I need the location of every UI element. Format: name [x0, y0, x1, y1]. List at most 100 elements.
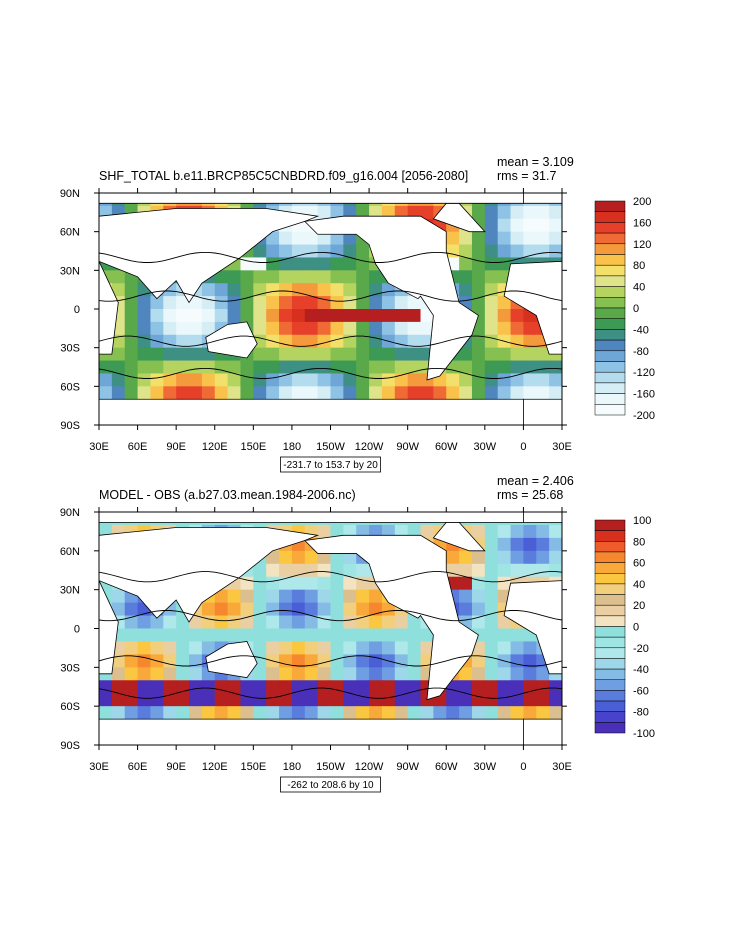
grid-cell [304, 641, 319, 655]
grid-cell [459, 360, 473, 374]
grid-cell [124, 602, 139, 617]
grid-cell [549, 524, 562, 539]
grid-cell [317, 615, 331, 629]
grid-cell [214, 615, 229, 629]
grid-cell [484, 576, 499, 591]
grid-cell [369, 667, 383, 681]
grid-cell [484, 641, 499, 655]
grid-cell [330, 321, 344, 336]
y-tick-label: 30S [60, 662, 80, 674]
stat-rms: rms = 31.7 [497, 169, 556, 183]
x-tick-label: 150E [240, 441, 266, 453]
grid-cell [459, 550, 473, 565]
grid-cell [356, 615, 370, 629]
land-area [503, 260, 562, 355]
colorbar-swatch [594, 722, 626, 734]
grid-cell [137, 667, 151, 681]
grid-cell [407, 347, 422, 362]
grid-cell [381, 309, 396, 323]
grid-cell [471, 283, 486, 297]
grid-cell [227, 296, 241, 310]
grid-cell [420, 386, 434, 400]
grid-cell [253, 347, 267, 362]
grid-cell [484, 360, 499, 374]
x-tick-label: 60W [435, 761, 458, 773]
grid-cell [240, 283, 254, 297]
grid-cell [549, 386, 562, 400]
grid-cell [227, 373, 241, 387]
grid-cell [124, 386, 139, 400]
colorbar-swatch [594, 530, 626, 542]
grid-cell [369, 360, 383, 374]
land-area [99, 580, 119, 675]
x-tick-label: 60E [128, 441, 148, 453]
grid-cell [124, 641, 139, 655]
grid-cell [189, 386, 203, 400]
grid-cell [304, 270, 319, 284]
colorbar-swatch [594, 573, 626, 585]
grid-cell [356, 576, 370, 591]
grid-cell [124, 667, 139, 681]
grid-cell [330, 589, 344, 604]
grid-cell [330, 524, 344, 539]
grid-cell [201, 360, 216, 374]
grid-cell [189, 641, 203, 655]
grid-cell [471, 360, 486, 374]
grid-cell [266, 257, 280, 271]
grid-cell [304, 628, 319, 642]
grid-cell [163, 334, 177, 349]
grid-cell [420, 205, 434, 220]
grid-cell [214, 602, 229, 617]
grid-cell [356, 334, 370, 349]
grid-cell [279, 550, 293, 565]
colorbar-label: -80 [633, 707, 649, 719]
grid-cell [214, 283, 229, 297]
grid-cell [214, 373, 229, 387]
colorbar-label: 0 [633, 622, 639, 634]
land-area [432, 202, 486, 233]
grid-cell [407, 309, 422, 323]
grid-cell [279, 680, 293, 694]
grid-cell [279, 628, 293, 642]
colorbar-swatch [594, 541, 626, 553]
grid-cell [240, 615, 254, 629]
grid-cell [317, 257, 331, 271]
colorbar-label: -40 [633, 324, 649, 336]
grid-cell [407, 334, 422, 349]
grid-cell [99, 360, 113, 374]
grid-cell [163, 641, 177, 655]
grid-cell [291, 334, 306, 349]
grid-cell [176, 321, 190, 336]
grid-cell [536, 373, 550, 387]
grid-cell [214, 309, 229, 323]
grid-cell [497, 615, 512, 629]
grid-cell [150, 373, 164, 387]
grid-cell [330, 563, 344, 578]
grid-cell [304, 257, 319, 271]
grid-cell [189, 309, 203, 323]
grid-cell [459, 386, 473, 400]
grid-cell [484, 550, 499, 565]
grid-cell [471, 550, 486, 565]
grid-cell [317, 563, 331, 578]
grid-cell [189, 628, 203, 642]
grid-cell [253, 641, 267, 655]
grid-cell [484, 334, 499, 349]
grid-cell [99, 373, 113, 387]
grid-cell [330, 373, 344, 387]
grid-cell [111, 693, 126, 707]
grid-cell [536, 693, 550, 707]
colorbar-label: 200 [633, 196, 651, 208]
land-area [99, 512, 524, 523]
grid-cell [227, 283, 241, 297]
grid-cell [381, 283, 396, 297]
grid-cell [304, 244, 319, 258]
grid-cell [111, 589, 126, 604]
grid-cell [291, 641, 306, 655]
grid-cell [163, 347, 177, 362]
grid-cell [484, 537, 499, 552]
land-area [205, 641, 258, 679]
colorbar-swatch [594, 254, 626, 266]
grid-cell [317, 641, 331, 655]
grid-cell [471, 576, 486, 591]
